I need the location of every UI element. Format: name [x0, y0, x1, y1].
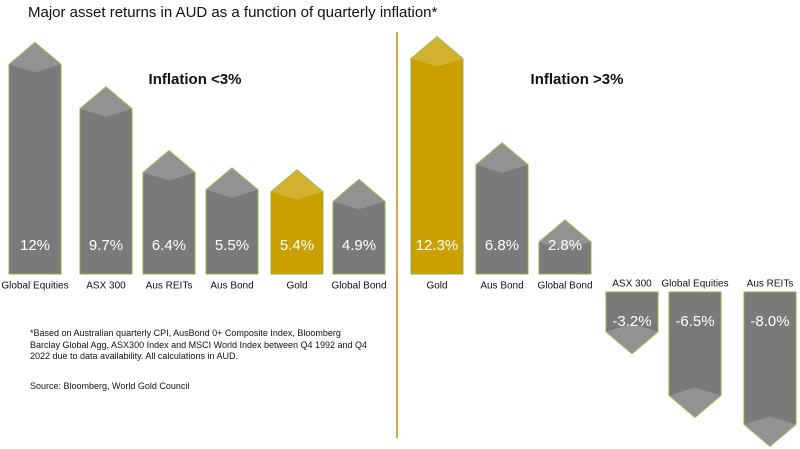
- value-label: 4.9%: [342, 237, 376, 254]
- category-label: Global Equities: [661, 279, 728, 290]
- category-label: Global Bond: [537, 281, 592, 292]
- bar-facet: [606, 323, 658, 354]
- value-label: 12.3%: [416, 237, 459, 254]
- bar: [205, 167, 259, 275]
- value-label: -6.5%: [675, 313, 714, 330]
- panel-title: Inflation >3%: [531, 71, 624, 88]
- value-label: 5.4%: [280, 237, 314, 254]
- value-label: 5.5%: [215, 237, 249, 254]
- bar-facet: [333, 179, 385, 210]
- chart-title: Major asset returns in AUD as a function…: [28, 4, 438, 21]
- bar-facet: [476, 142, 528, 173]
- bar-facet: [80, 86, 132, 117]
- bar: [605, 291, 659, 355]
- value-label: 12%: [20, 237, 50, 254]
- bar-facet: [411, 36, 463, 67]
- value-label: 2.8%: [548, 237, 582, 254]
- source: Source: Bloomberg, World Gold Council: [30, 381, 190, 391]
- value-label: -8.0%: [750, 313, 789, 330]
- bar-facet: [744, 416, 796, 447]
- footnote: *Based on Australian quarterly CPI, AusB…: [30, 328, 368, 361]
- bar-facet: [271, 169, 323, 200]
- panel-title: Inflation <3%: [149, 71, 242, 88]
- bar-facet: [9, 42, 61, 73]
- bar: [410, 35, 464, 275]
- value-label: -3.2%: [612, 313, 651, 330]
- bar: [538, 219, 592, 275]
- value-label: 6.8%: [485, 237, 519, 254]
- bar: [743, 291, 797, 448]
- bar: [270, 169, 324, 275]
- bar: [475, 142, 529, 275]
- category-label: ASX 300: [612, 279, 652, 290]
- category-label: Aus Bond: [480, 281, 523, 292]
- bar: [79, 86, 133, 275]
- value-label: 6.4%: [152, 237, 186, 254]
- bar-facet: [539, 219, 591, 250]
- bar-facet: [669, 387, 721, 418]
- bar-facet: [143, 150, 195, 181]
- bar-facet: [206, 167, 258, 198]
- bar: [332, 178, 386, 275]
- value-label: 9.7%: [89, 237, 123, 254]
- category-label: Aus Bond: [210, 281, 253, 292]
- category-label: Aus REITs: [146, 281, 193, 292]
- category-label: Gold: [426, 281, 447, 292]
- bar: [668, 291, 722, 419]
- category-label: ASX 300: [86, 281, 126, 292]
- category-label: Global Equities: [1, 281, 68, 292]
- category-label: Global Bond: [331, 281, 386, 292]
- category-label: Gold: [286, 281, 307, 292]
- bar: [8, 41, 62, 275]
- category-label: Aus REITs: [747, 279, 794, 290]
- bar: [142, 149, 196, 275]
